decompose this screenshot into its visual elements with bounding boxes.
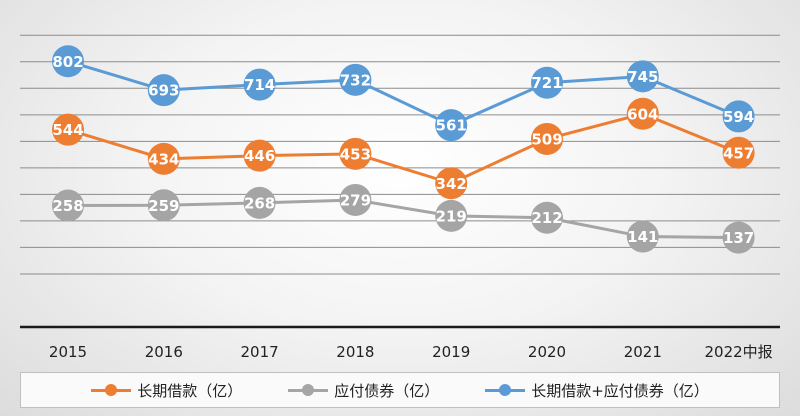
data-point	[339, 63, 372, 96]
legend: 长期借款（亿） 应付债券（亿） 长期借款+应付债券（亿）	[20, 372, 780, 408]
x-tick-label: 2020	[528, 343, 566, 361]
data-label: 802	[52, 53, 83, 71]
data-label: 259	[148, 197, 179, 215]
data-point	[435, 199, 468, 232]
data-point	[243, 186, 276, 219]
legend-item-long-term-loans: 长期借款（亿）	[91, 380, 242, 401]
data-point	[339, 137, 372, 170]
data-label: 561	[436, 117, 467, 135]
data-point	[52, 45, 84, 78]
data-point	[52, 189, 84, 222]
data-point	[722, 100, 755, 133]
data-point	[52, 113, 84, 146]
data-label: 258	[52, 197, 83, 215]
x-tick-label: 2021	[624, 343, 662, 361]
data-label: 219	[436, 207, 467, 225]
data-point	[722, 136, 755, 169]
data-label: 732	[340, 71, 371, 89]
data-point	[435, 109, 468, 142]
data-point	[531, 122, 563, 155]
data-point	[147, 142, 180, 175]
data-label: 342	[436, 175, 467, 193]
data-point	[435, 167, 468, 200]
data-label: 693	[148, 82, 179, 100]
data-label: 446	[244, 147, 275, 165]
data-point	[722, 221, 755, 254]
data-label: 279	[340, 191, 371, 209]
data-label: 212	[531, 209, 562, 227]
data-label: 268	[244, 194, 275, 212]
x-tick-label: 2019	[432, 343, 470, 361]
x-tick-label: 2016	[145, 343, 183, 361]
legend-label: 应付债券（亿）	[334, 381, 440, 400]
legend-marker-gray	[288, 384, 329, 396]
x-tick-labels: 2015 2016 2017 2018 2019 2020 2021 2022中报	[49, 343, 773, 361]
series-layer: 544 434 446 453 342 509 604 457 258 259 268 279 219 2…	[52, 45, 755, 254]
x-tick-label: 2015	[49, 343, 87, 361]
legend-item-bonds-payable: 应付债券（亿）	[288, 380, 439, 401]
data-label: 721	[531, 74, 562, 92]
chart-plot: 544 434 446 453 342 509 604 457 258 259 268 279 219 2…	[20, 34, 780, 361]
legend-marker-blue	[485, 384, 526, 396]
data-point	[531, 201, 563, 234]
data-point	[243, 68, 276, 101]
data-point	[147, 74, 180, 107]
legend-label: 长期借款（亿）	[137, 381, 243, 400]
data-label: 594	[723, 108, 754, 126]
data-label: 141	[627, 228, 658, 246]
x-tick-label: 2017	[241, 343, 279, 361]
data-label: 714	[244, 76, 275, 94]
legend-label: 长期借款+应付债券（亿）	[531, 381, 709, 400]
data-label: 137	[723, 229, 754, 247]
data-label: 457	[723, 144, 754, 162]
data-point	[147, 189, 180, 222]
data-point	[339, 183, 372, 216]
x-tick-label: 2022中报	[705, 343, 773, 361]
data-point	[531, 66, 563, 99]
data-point	[626, 97, 659, 130]
data-label: 434	[148, 150, 179, 168]
legend-marker-orange	[91, 384, 132, 396]
x-tick-label: 2018	[336, 343, 374, 361]
data-label: 509	[531, 130, 562, 148]
data-point	[243, 139, 276, 172]
data-label: 544	[52, 121, 83, 139]
data-label: 453	[340, 145, 371, 163]
data-label: 604	[627, 105, 658, 123]
data-point	[626, 220, 659, 253]
data-label: 745	[627, 68, 658, 86]
data-point	[626, 60, 659, 93]
legend-item-total: 长期借款+应付债券（亿）	[485, 380, 709, 401]
